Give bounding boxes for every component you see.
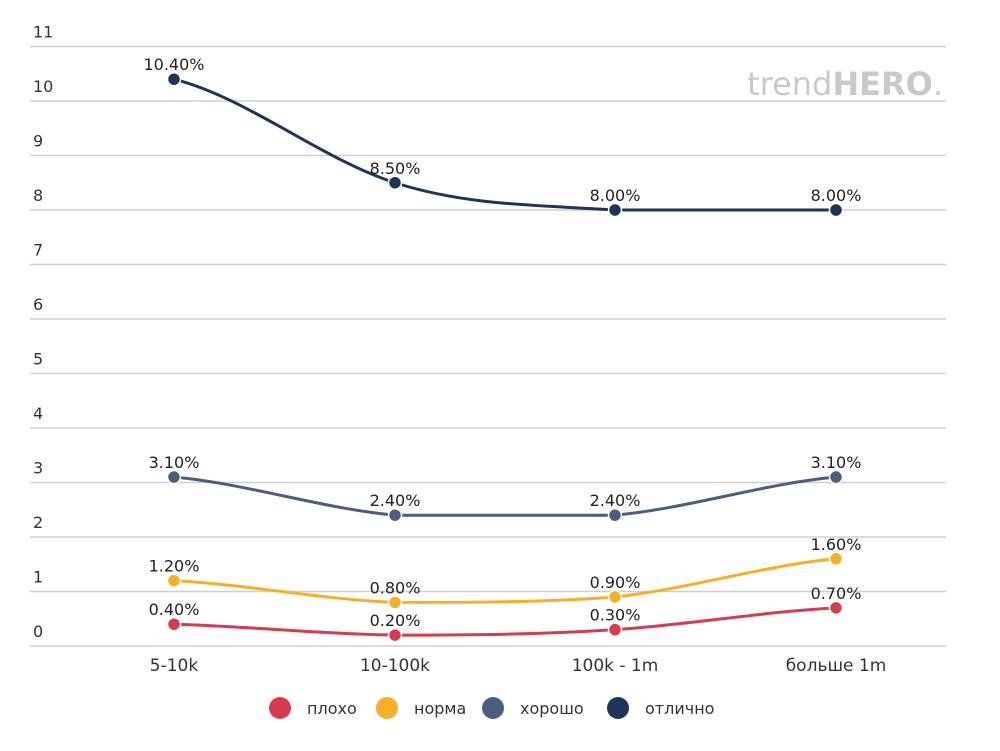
legend-item: плохо bbox=[269, 697, 357, 719]
legend-label: норма bbox=[414, 699, 466, 718]
data-point bbox=[387, 175, 403, 190]
series-line bbox=[173, 475, 837, 517]
svg-text:trendHERO.: trendHERO. bbox=[747, 65, 943, 103]
data-point bbox=[166, 71, 182, 87]
data-label: 8.50% bbox=[370, 159, 421, 178]
data-label: 2.40% bbox=[370, 491, 421, 510]
x-axis-ticks: 5-10k 10-100k 100k - 1m больше 1m bbox=[150, 656, 887, 676]
x-tick-label: 100k - 1m bbox=[572, 656, 659, 676]
y-tick-label: 1 bbox=[33, 568, 43, 587]
data-label: 0.80% bbox=[370, 578, 421, 597]
data-point bbox=[607, 202, 623, 218]
data-point bbox=[387, 595, 403, 610]
legend: плохо норма хорошо отлично bbox=[269, 697, 714, 719]
data-point bbox=[387, 507, 403, 523]
data-label: 3.10% bbox=[811, 453, 862, 472]
x-tick-label: больше 1m bbox=[786, 656, 887, 676]
data-point bbox=[166, 573, 182, 588]
y-tick-label: 7 bbox=[33, 241, 43, 260]
y-tick-label: 2 bbox=[33, 513, 43, 532]
y-tick-label: 5 bbox=[33, 350, 43, 369]
data-label: 0.90% bbox=[590, 573, 641, 592]
data-label: 0.40% bbox=[149, 600, 200, 619]
y-tick-label: 9 bbox=[33, 132, 43, 151]
y-tick-label: 0 bbox=[33, 622, 43, 641]
legend-item: отлично bbox=[607, 697, 714, 719]
legend-item: хорошо bbox=[482, 697, 584, 719]
x-tick-label: 10-100k bbox=[360, 656, 430, 676]
x-tick-label: 5-10k bbox=[150, 656, 199, 676]
y-tick-label: 3 bbox=[33, 459, 43, 478]
y-axis-ticks: 0 1 2 3 4 5 6 7 8 9 10 11 bbox=[33, 23, 53, 642]
data-point bbox=[607, 507, 623, 523]
legend-marker bbox=[269, 697, 291, 719]
y-tick-label: 10 bbox=[33, 77, 53, 96]
data-point bbox=[828, 551, 844, 567]
grid-lines bbox=[30, 45, 946, 647]
data-label: 0.30% bbox=[590, 606, 641, 625]
series-line bbox=[173, 557, 837, 604]
y-tick-label: 11 bbox=[33, 23, 53, 42]
data-point bbox=[166, 469, 182, 485]
legend-item: норма bbox=[376, 697, 466, 719]
data-label: 1.20% bbox=[149, 557, 200, 576]
legend-label: плохо bbox=[307, 699, 357, 718]
y-tick-label: 8 bbox=[33, 186, 43, 205]
y-tick-label: 4 bbox=[33, 404, 43, 423]
data-point bbox=[607, 589, 623, 605]
series-line bbox=[173, 77, 836, 212]
series-line bbox=[173, 606, 837, 637]
logo-text-light: trend bbox=[747, 65, 832, 103]
data-label: 1.60% bbox=[811, 535, 862, 554]
data-point bbox=[828, 600, 844, 616]
logo-text-bold: HERO bbox=[832, 65, 932, 103]
series-хорошо: 3.10% 2.40% 2.40% 3.10% bbox=[149, 453, 862, 523]
series-норма: 1.20% 0.80% 0.90% 1.60% bbox=[149, 535, 862, 610]
legend-label: отлично bbox=[645, 699, 714, 718]
series-плохо: 0.40% 0.20% 0.30% 0.70% bbox=[149, 584, 862, 643]
data-point bbox=[828, 202, 844, 218]
data-label: 10.40% bbox=[143, 55, 204, 74]
data-point bbox=[387, 627, 403, 643]
data-label: 8.00% bbox=[811, 186, 862, 205]
data-point bbox=[607, 622, 623, 637]
data-label: 2.40% bbox=[590, 491, 641, 510]
legend-marker bbox=[482, 697, 504, 719]
data-label: 3.10% bbox=[149, 453, 200, 472]
logo-text-dot: . bbox=[933, 65, 943, 103]
y-tick-label: 6 bbox=[33, 295, 43, 314]
data-point bbox=[828, 469, 844, 485]
series-layer: 0.40% 0.20% 0.30% 0.70% 1.20% 0.80% 0.90% 1.60%… bbox=[143, 55, 862, 643]
data-label: 8.00% bbox=[590, 186, 641, 205]
legend-label: хорошо bbox=[520, 699, 584, 718]
data-label: 0.20% bbox=[370, 611, 421, 630]
data-point bbox=[166, 616, 182, 632]
legend-marker bbox=[376, 697, 398, 719]
trendhero-logo: trendHERO. bbox=[747, 65, 943, 103]
data-label: 0.70% bbox=[811, 584, 862, 603]
series-отлично: 10.40% 8.50% 8.00% 8.00% bbox=[143, 55, 862, 218]
legend-marker bbox=[607, 697, 629, 719]
